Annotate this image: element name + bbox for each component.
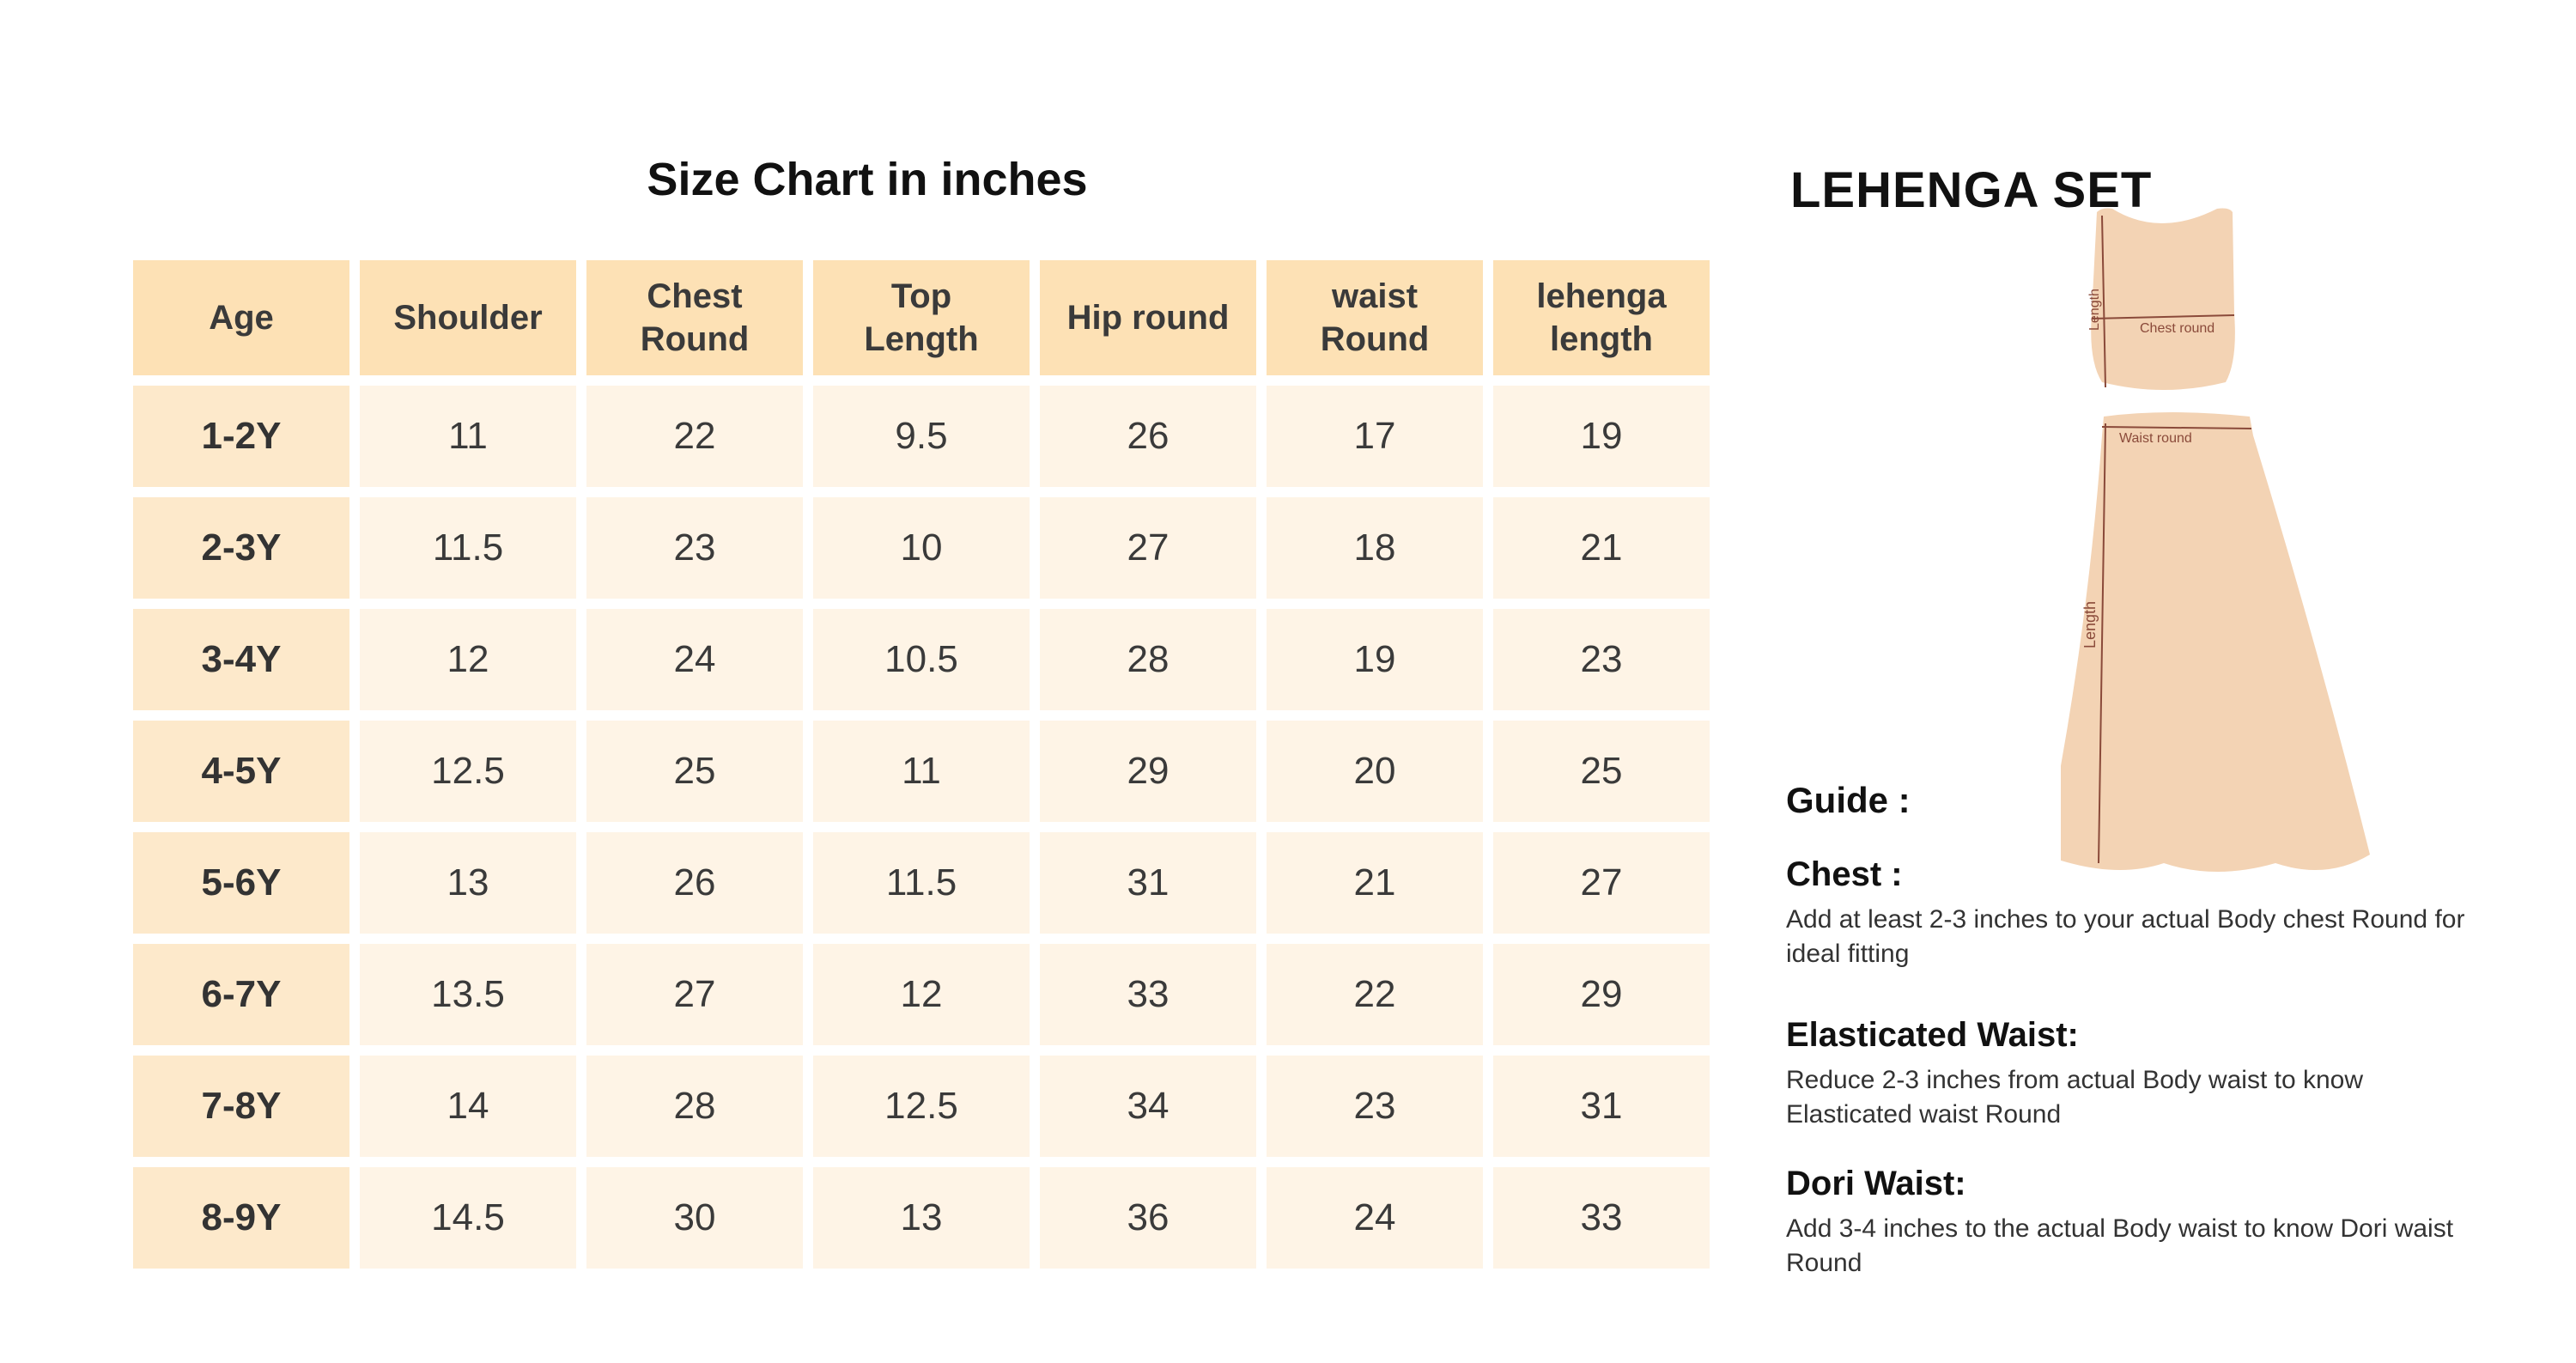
table-cell: 27 xyxy=(1493,832,1710,934)
table-cell: 12 xyxy=(813,944,1030,1045)
guide-chest-title: Chest : xyxy=(1786,855,1903,893)
table-cell: 29 xyxy=(1493,944,1710,1045)
column-header-lehenga-length: lehenga length xyxy=(1493,260,1710,375)
age-cell: 7-8Y xyxy=(133,1056,349,1157)
guide-elasticated-waist-title: Elasticated Waist: xyxy=(1786,1016,2079,1054)
table-row: 7-8Y 14 28 12.5 34 23 31 xyxy=(133,1056,1710,1157)
table-cell: 9.5 xyxy=(813,386,1030,487)
age-cell: 1-2Y xyxy=(133,386,349,487)
table-cell: 18 xyxy=(1267,497,1483,599)
table-cell: 19 xyxy=(1493,386,1710,487)
lehenga-set-illustration: Length Chest round Waist round Length xyxy=(2061,208,2370,872)
table-cell: 12 xyxy=(360,609,576,710)
table-cell: 34 xyxy=(1040,1056,1256,1157)
table-cell: 26 xyxy=(586,832,803,934)
table-cell: 33 xyxy=(1040,944,1256,1045)
table-cell: 13 xyxy=(813,1167,1030,1269)
age-cell: 8-9Y xyxy=(133,1167,349,1269)
table-cell: 27 xyxy=(586,944,803,1045)
skirt-length-label: Length xyxy=(2081,601,2099,648)
table-cell: 17 xyxy=(1267,386,1483,487)
table-cell: 22 xyxy=(1267,944,1483,1045)
guide-heading: Guide : xyxy=(1786,780,1911,820)
blouse-chest-label: Chest round xyxy=(2140,321,2215,336)
guide-chest-text: Add at least 2-3 inches to your actual B… xyxy=(1786,905,2465,968)
age-cell: 3-4Y xyxy=(133,609,349,710)
table-cell: 29 xyxy=(1040,721,1256,822)
table-cell: 31 xyxy=(1493,1056,1710,1157)
table-header-row: Age Shoulder Chest Round Top Length Hip … xyxy=(133,260,1710,375)
chart-title: Size Chart in inches xyxy=(647,154,1088,205)
column-header-shoulder: Shoulder xyxy=(360,260,576,375)
table-cell: 28 xyxy=(1040,609,1256,710)
table-cell: 28 xyxy=(586,1056,803,1157)
table-cell: 31 xyxy=(1040,832,1256,934)
skirt-shape xyxy=(2061,412,2370,872)
blouse-length-line xyxy=(2101,215,2106,388)
table-row: 1-2Y 11 22 9.5 26 17 19 xyxy=(133,386,1710,487)
table-cell: 26 xyxy=(1040,386,1256,487)
table-row: 6-7Y 13.5 27 12 33 22 29 xyxy=(133,944,1710,1045)
table-cell: 12.5 xyxy=(360,721,576,822)
table-cell: 27 xyxy=(1040,497,1256,599)
table-cell: 13.5 xyxy=(360,944,576,1045)
table-cell: 24 xyxy=(586,609,803,710)
table-cell: 14 xyxy=(360,1056,576,1157)
age-cell: 6-7Y xyxy=(133,944,349,1045)
table-cell: 10 xyxy=(813,497,1030,599)
blouse-length-label: Length xyxy=(2087,289,2102,331)
table-row: 3-4Y 12 24 10.5 28 19 23 xyxy=(133,609,1710,710)
age-cell: 2-3Y xyxy=(133,497,349,599)
table-cell: 25 xyxy=(586,721,803,822)
table-cell: 23 xyxy=(586,497,803,599)
table-body: 1-2Y 11 22 9.5 26 17 19 2-3Y 11.5 23 10 27 18 21 3-4Y 1… xyxy=(133,386,1710,1269)
table-cell: 11 xyxy=(360,386,576,487)
skirt-waist-label: Waist round xyxy=(2119,431,2192,446)
table-cell: 13 xyxy=(360,832,576,934)
column-header-age: Age xyxy=(133,260,349,375)
guide-elasticated-waist-text: Reduce 2-3 inches from actual Body waist… xyxy=(1786,1066,2363,1129)
column-header-chest-round: Chest Round xyxy=(586,260,803,375)
column-header-waist-round: waist Round xyxy=(1267,260,1483,375)
table-cell: 21 xyxy=(1493,497,1710,599)
table-cell: 33 xyxy=(1493,1167,1710,1269)
table-cell: 11 xyxy=(813,721,1030,822)
table-cell: 23 xyxy=(1493,609,1710,710)
size-chart-table: Age Shoulder Chest Round Top Length Hip … xyxy=(123,250,1720,1279)
guide-dori-waist-text: Add 3-4 inches to the actual Body waist … xyxy=(1786,1214,2454,1277)
table-row: 2-3Y 11.5 23 10 27 18 21 xyxy=(133,497,1710,599)
column-header-top-length: Top Length xyxy=(813,260,1030,375)
table-cell: 12.5 xyxy=(813,1056,1030,1157)
table-cell: 22 xyxy=(586,386,803,487)
table-cell: 11.5 xyxy=(813,832,1030,934)
table-cell: 20 xyxy=(1267,721,1483,822)
set-title: LEHENGA SET xyxy=(1790,162,2153,218)
guide-dori-waist-title: Dori Waist: xyxy=(1786,1165,1966,1202)
table-cell: 30 xyxy=(586,1167,803,1269)
sizing-guide: Guide : Chest : Add at least 2-3 inches … xyxy=(1786,780,2490,1325)
table-cell: 19 xyxy=(1267,609,1483,710)
table-cell: 25 xyxy=(1493,721,1710,822)
table-cell: 21 xyxy=(1267,832,1483,934)
age-cell: 4-5Y xyxy=(133,721,349,822)
age-cell: 5-6Y xyxy=(133,832,349,934)
table-cell: 36 xyxy=(1040,1167,1256,1269)
table-cell: 24 xyxy=(1267,1167,1483,1269)
table-row: 5-6Y 13 26 11.5 31 21 27 xyxy=(133,832,1710,934)
table-cell: 11.5 xyxy=(360,497,576,599)
blouse-shape xyxy=(2091,208,2235,390)
table-row: 4-5Y 12.5 25 11 29 20 25 xyxy=(133,721,1710,822)
column-header-hip-round: Hip round xyxy=(1040,260,1256,375)
table-cell: 23 xyxy=(1267,1056,1483,1157)
blouse-chest-line xyxy=(2091,314,2235,319)
table-cell: 14.5 xyxy=(360,1167,576,1269)
table-cell: 10.5 xyxy=(813,609,1030,710)
table-row: 8-9Y 14.5 30 13 36 24 33 xyxy=(133,1167,1710,1269)
skirt-waist-line xyxy=(2101,426,2252,429)
skirt-length-line xyxy=(2098,423,2106,864)
